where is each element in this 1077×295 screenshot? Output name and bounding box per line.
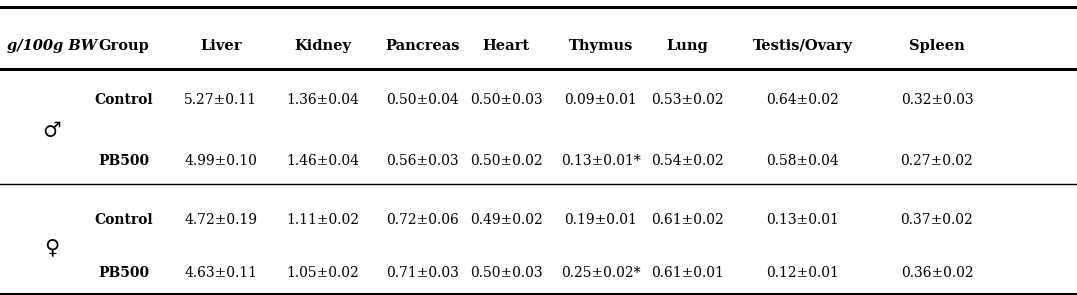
Text: Spleen: Spleen — [909, 39, 965, 53]
Text: PB500: PB500 — [98, 154, 150, 168]
Text: 0.50±0.02: 0.50±0.02 — [470, 154, 543, 168]
Text: 0.32±0.03: 0.32±0.03 — [900, 93, 974, 107]
Text: Pancreas: Pancreas — [384, 39, 460, 53]
Text: 0.49±0.02: 0.49±0.02 — [470, 213, 543, 227]
Text: 0.36±0.02: 0.36±0.02 — [900, 266, 974, 280]
Text: 5.27±0.11: 5.27±0.11 — [184, 93, 257, 107]
Text: 0.37±0.02: 0.37±0.02 — [900, 213, 974, 227]
Text: Kidney: Kidney — [295, 39, 351, 53]
Text: 0.50±0.04: 0.50±0.04 — [386, 93, 459, 107]
Text: 0.72±0.06: 0.72±0.06 — [386, 213, 459, 227]
Text: 0.56±0.03: 0.56±0.03 — [386, 154, 459, 168]
Text: 0.27±0.02: 0.27±0.02 — [900, 154, 974, 168]
Text: g/100g BW: g/100g BW — [6, 39, 97, 53]
Text: Heart: Heart — [482, 39, 530, 53]
Text: 0.19±0.01: 0.19±0.01 — [564, 213, 638, 227]
Text: 4.99±0.10: 4.99±0.10 — [184, 154, 257, 168]
Text: ♀: ♀ — [44, 238, 59, 257]
Text: Liver: Liver — [200, 39, 241, 53]
Text: 1.11±0.02: 1.11±0.02 — [286, 213, 360, 227]
Text: 0.58±0.04: 0.58±0.04 — [766, 154, 839, 168]
Text: Control: Control — [95, 213, 153, 227]
Text: 4.63±0.11: 4.63±0.11 — [184, 266, 257, 280]
Text: 0.50±0.03: 0.50±0.03 — [470, 93, 543, 107]
Text: 0.09±0.01: 0.09±0.01 — [564, 93, 638, 107]
Text: 1.46±0.04: 1.46±0.04 — [286, 154, 360, 168]
Text: 0.64±0.02: 0.64±0.02 — [766, 93, 839, 107]
Text: 1.36±0.04: 1.36±0.04 — [286, 93, 360, 107]
Text: 0.50±0.03: 0.50±0.03 — [470, 266, 543, 280]
Text: 0.61±0.02: 0.61±0.02 — [651, 213, 724, 227]
Text: 1.05±0.02: 1.05±0.02 — [286, 266, 360, 280]
Text: 0.25±0.02*: 0.25±0.02* — [561, 266, 641, 280]
Text: 0.53±0.02: 0.53±0.02 — [651, 93, 724, 107]
Text: Thymus: Thymus — [569, 39, 633, 53]
Text: 0.71±0.03: 0.71±0.03 — [386, 266, 459, 280]
Text: Control: Control — [95, 93, 153, 107]
Text: 0.13±0.01: 0.13±0.01 — [766, 213, 839, 227]
Text: 0.12±0.01: 0.12±0.01 — [766, 266, 839, 280]
Text: Group: Group — [98, 39, 150, 53]
Text: Lung: Lung — [667, 39, 708, 53]
Text: PB500: PB500 — [98, 266, 150, 280]
Text: ♂: ♂ — [42, 122, 61, 141]
Text: 0.54±0.02: 0.54±0.02 — [651, 154, 724, 168]
Text: 0.61±0.01: 0.61±0.01 — [651, 266, 724, 280]
Text: 0.13±0.01*: 0.13±0.01* — [561, 154, 641, 168]
Text: Testis/Ovary: Testis/Ovary — [753, 39, 852, 53]
Text: 4.72±0.19: 4.72±0.19 — [184, 213, 257, 227]
